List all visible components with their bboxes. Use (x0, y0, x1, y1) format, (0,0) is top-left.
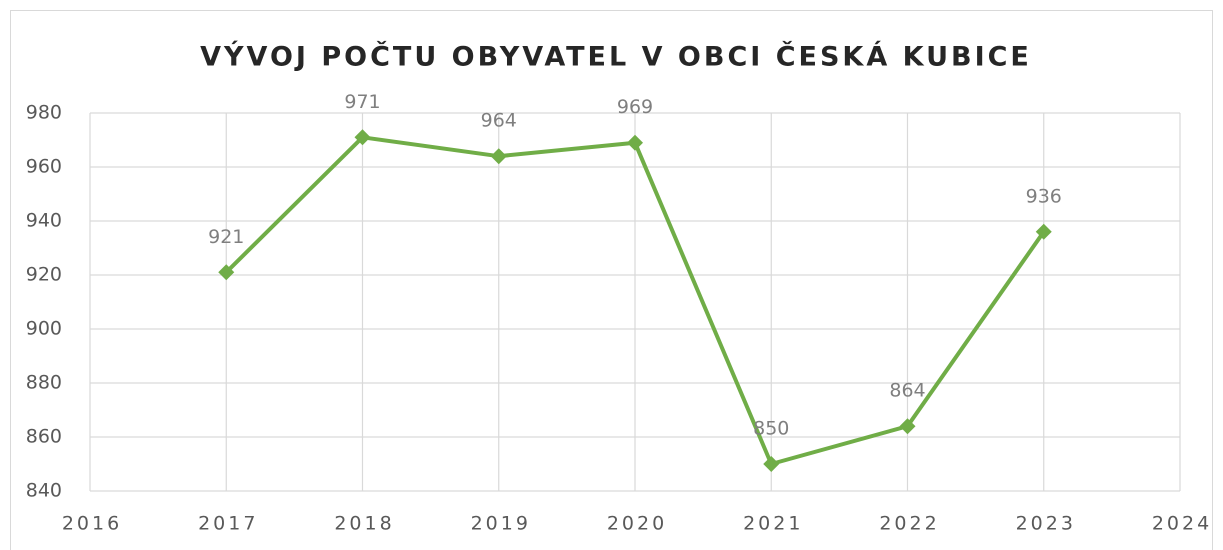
data-label: 964 (481, 110, 517, 132)
y-tick-label: 900 (26, 318, 62, 340)
marker (354, 129, 371, 146)
x-tick-label: 2019 (471, 513, 531, 535)
y-tick-label: 940 (26, 210, 62, 232)
data-label: 936 (1026, 185, 1062, 207)
marker (627, 134, 643, 151)
y-tick-label: 920 (26, 264, 62, 286)
y-tick-label: 840 (26, 480, 62, 502)
data-label: 921 (208, 226, 244, 248)
marker (1035, 223, 1052, 240)
x-tick-label: 2023 (1016, 513, 1076, 535)
y-tick-label: 960 (26, 156, 62, 178)
data-label: 969 (617, 96, 653, 118)
data-label: 850 (753, 418, 789, 440)
x-tick-label: 2018 (334, 513, 394, 535)
y-tick-label: 880 (26, 372, 62, 394)
y-tick-label: 980 (26, 102, 62, 124)
marker (218, 264, 235, 281)
data-label: 864 (889, 380, 925, 402)
data-label: 971 (344, 91, 380, 113)
x-tick-label: 2020 (607, 513, 667, 535)
x-tick-label: 2022 (879, 513, 939, 535)
x-tick-label: 2024 (1152, 513, 1212, 535)
marker (490, 148, 507, 165)
y-tick-label: 860 (26, 426, 62, 448)
marker (763, 456, 780, 472)
chart-frame (10, 10, 1213, 550)
chart-title: VÝVOJ POČTU OBYVATEL V OBCI ČESKÁ KUBICE (200, 41, 1032, 73)
marker (899, 418, 916, 435)
x-tick-label: 2016 (62, 513, 122, 535)
x-tick-label: 2021 (743, 513, 803, 535)
x-tick-label: 2017 (198, 513, 258, 535)
